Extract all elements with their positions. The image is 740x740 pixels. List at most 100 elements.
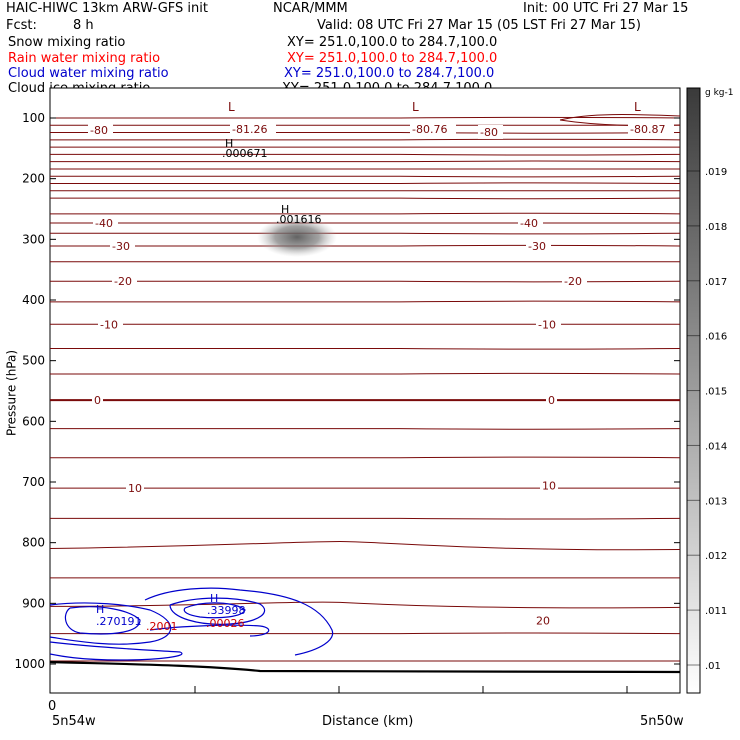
terrain-line xyxy=(49,660,681,674)
colorbar: .01 .011 .012 .013 .014 .015 .016 .017 .018 .019 g… xyxy=(686,87,733,694)
isotherm-line xyxy=(49,160,681,163)
contour-label-bg xyxy=(98,317,123,332)
field-name-cloud-water: Cloud water mixing ratio xyxy=(8,66,169,81)
isotherm-line xyxy=(49,517,681,520)
contour-label: -30 xyxy=(112,240,130,253)
field-xy-cloud-water: XY= 251.0,100.0 to 284.7,100.0 xyxy=(284,66,495,81)
contour-label: 0 xyxy=(548,394,555,407)
low-marker: L xyxy=(228,100,235,114)
high-marker: H xyxy=(96,603,104,616)
high-marker: H xyxy=(281,203,289,216)
isotherm-line xyxy=(49,131,681,134)
high-value: .000671 xyxy=(222,147,268,160)
plot-frame xyxy=(49,87,681,694)
field-xy-snow: XY= 251.0,100.0 to 284.7,100.0 xyxy=(287,35,498,50)
isotherm-line xyxy=(49,601,681,609)
contour-label: 10 xyxy=(128,482,142,495)
cloud-water-contour xyxy=(49,641,183,661)
isotherm-line xyxy=(49,372,681,375)
contour-label-bg xyxy=(562,274,587,289)
x-axis-tick-0: 0 xyxy=(48,699,57,714)
y-tick-label: 1000 xyxy=(14,657,45,671)
contour-label-bg xyxy=(534,613,552,628)
colorbar-tick-label: .018 xyxy=(705,222,727,233)
colorbar-tick-label: .01 xyxy=(705,661,721,672)
isotherm-line xyxy=(49,300,681,303)
contour-label-bg xyxy=(410,121,456,136)
y-tick-label: 700 xyxy=(22,475,45,489)
contour-label-bg xyxy=(92,393,103,408)
cloud-water-contour xyxy=(144,587,334,656)
colorbar-tick-label: .016 xyxy=(705,332,727,343)
x-axis-title: Distance (km) xyxy=(322,714,414,729)
colorbar-tick-label: .011 xyxy=(705,606,727,617)
cloud-ice-blob xyxy=(257,217,337,257)
contour-label-bg xyxy=(540,478,558,493)
y-tick-label: 400 xyxy=(22,293,45,307)
contour-label: -20 xyxy=(114,275,132,288)
colorbar-tick-label: .017 xyxy=(705,277,727,288)
colorbar-tick-label: .013 xyxy=(705,496,727,507)
y-tick-label: 800 xyxy=(22,536,45,550)
contour-label: -80.76 xyxy=(412,123,447,136)
isotherm-line xyxy=(49,212,681,215)
isotherm-line xyxy=(49,244,681,247)
cloud-water-contour xyxy=(149,624,270,637)
high-value: .001616 xyxy=(276,213,322,226)
contour-label-bg xyxy=(546,393,557,408)
contour-label: 20 xyxy=(536,614,550,627)
contour-label-bg xyxy=(628,121,674,136)
x-axis-ticks xyxy=(49,686,628,693)
colorbar-tick-label: .019 xyxy=(705,167,727,178)
isotherm-line xyxy=(49,138,681,141)
field-name-snow: Snow mixing ratio xyxy=(8,35,126,50)
contour-label: 0 xyxy=(94,394,101,407)
y-tick-label: 500 xyxy=(22,354,45,368)
x-axis-right-end: 5n50w xyxy=(640,714,684,729)
high-value: .270191 xyxy=(96,615,142,628)
isotherm-line xyxy=(49,182,681,185)
org-label: NCAR/MMM xyxy=(273,1,348,16)
contour-label: -40 xyxy=(520,217,538,230)
colorbar-unit: g kg-1 xyxy=(705,88,733,98)
contour-label: -40 xyxy=(95,217,113,230)
contour-label-bg xyxy=(110,239,135,254)
contour-label: 10 xyxy=(542,480,556,493)
fcst-label: Fcst: xyxy=(6,18,37,33)
temperature-contours xyxy=(49,114,681,662)
isotherm-line xyxy=(49,347,681,350)
field-xy-rain: XY= 251.0,100.0 to 284.7,100.0 xyxy=(287,51,498,66)
extrema-labels: L L LH.000671H.001616H.270191H.33998.2001.… xyxy=(96,100,641,633)
contour-label-bg xyxy=(526,239,551,254)
y-tick-label: 900 xyxy=(22,596,45,610)
isotherm-line xyxy=(49,456,681,459)
isotherm-line xyxy=(49,153,681,156)
colorbar-tick-label: .014 xyxy=(705,441,727,452)
contour-label: -10 xyxy=(100,318,118,331)
cloud-water-contour xyxy=(64,606,141,635)
extremum-value: .2001 xyxy=(146,620,178,633)
field-name-rain: Rain water mixing ratio xyxy=(8,51,161,66)
contour-label-bg xyxy=(478,124,503,139)
y-tick-label: 200 xyxy=(22,172,45,186)
contour-label: -20 xyxy=(564,275,582,288)
isotherm-line xyxy=(49,541,681,551)
cloud-ice-shading xyxy=(257,217,337,257)
init-time: Init: 00 UTC Fri 27 Mar 15 xyxy=(523,1,689,16)
model-title: HAIC-HIWC 13km ARW-GFS init xyxy=(6,1,208,16)
contour-label: -80 xyxy=(90,124,108,137)
contour-label-bg xyxy=(518,215,543,230)
low-marker: L xyxy=(412,100,419,114)
contour-label-bg xyxy=(88,123,113,138)
contour-label-bg xyxy=(536,317,561,332)
terrain-surface xyxy=(49,660,681,674)
extremum-value: .00026 xyxy=(206,617,245,630)
colorbar-tick-label: .012 xyxy=(705,551,727,562)
isotherm-line xyxy=(49,232,681,235)
contour-label: -30 xyxy=(528,240,546,253)
contour-label-bg xyxy=(126,481,144,496)
contour-label: -81.26 xyxy=(232,123,267,136)
isotherm-line xyxy=(49,632,681,635)
